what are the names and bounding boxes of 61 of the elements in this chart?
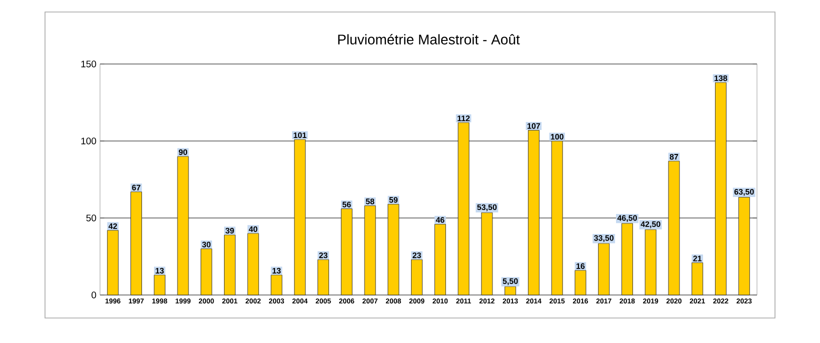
data-label: 13 xyxy=(156,268,164,274)
data-label: 101 xyxy=(294,132,306,138)
bar xyxy=(551,140,563,296)
data-label: 40 xyxy=(248,226,258,232)
bar xyxy=(598,243,610,296)
bar xyxy=(340,208,352,296)
data-label: 13 xyxy=(272,268,281,274)
bar xyxy=(528,130,540,296)
y-tick-label: 50 xyxy=(86,214,96,222)
bar xyxy=(668,160,680,296)
data-label: 63,50 xyxy=(734,188,754,196)
data-label: 16 xyxy=(576,263,585,269)
y-tick-label: 100 xyxy=(81,138,96,144)
data-label: 90 xyxy=(178,149,188,155)
y-tick-label: 0 xyxy=(92,292,96,298)
data-label: 30 xyxy=(202,242,211,248)
bar xyxy=(411,259,423,296)
bar xyxy=(504,286,516,296)
bar xyxy=(294,139,306,296)
bar xyxy=(388,204,400,296)
data-label: 46 xyxy=(436,217,444,223)
bar xyxy=(621,223,633,296)
y-tick-label: 150 xyxy=(81,60,96,68)
data-label: 58 xyxy=(366,198,374,204)
bar xyxy=(481,212,493,296)
data-label: 107 xyxy=(528,123,540,129)
bar xyxy=(715,82,726,296)
data-label: 39 xyxy=(226,228,234,234)
bar xyxy=(247,233,259,296)
data-label: 42,50 xyxy=(640,221,660,228)
data-label: 100 xyxy=(550,134,564,140)
bar xyxy=(200,248,212,296)
data-label: 56 xyxy=(342,202,351,208)
bar xyxy=(458,122,470,296)
bar xyxy=(692,262,704,296)
data-label: 21 xyxy=(693,256,702,262)
data-label: 5,50 xyxy=(502,278,518,286)
data-label: 59 xyxy=(389,197,398,203)
chart-title: Pluviométrie Malestroit - Août xyxy=(338,34,520,44)
bar xyxy=(270,274,282,296)
data-label: 67 xyxy=(132,184,140,190)
bar xyxy=(177,156,189,296)
bar xyxy=(644,229,656,296)
data-label: 23 xyxy=(412,252,421,258)
bar xyxy=(318,259,330,296)
data-label: 33,50 xyxy=(594,235,614,242)
bar xyxy=(154,274,166,296)
data-label: 112 xyxy=(458,116,470,122)
bar xyxy=(130,192,142,296)
bar xyxy=(738,196,750,296)
bar xyxy=(574,270,586,296)
data-label: 42 xyxy=(108,223,117,229)
data-label: 46,50 xyxy=(617,215,637,222)
bar xyxy=(224,234,236,296)
bar xyxy=(434,224,446,296)
data-label: 53,50 xyxy=(477,204,497,212)
bar xyxy=(107,230,119,296)
bar xyxy=(364,205,376,296)
data-label: 87 xyxy=(670,154,678,160)
data-label: 23 xyxy=(319,252,328,258)
data-label: 138 xyxy=(714,75,728,82)
